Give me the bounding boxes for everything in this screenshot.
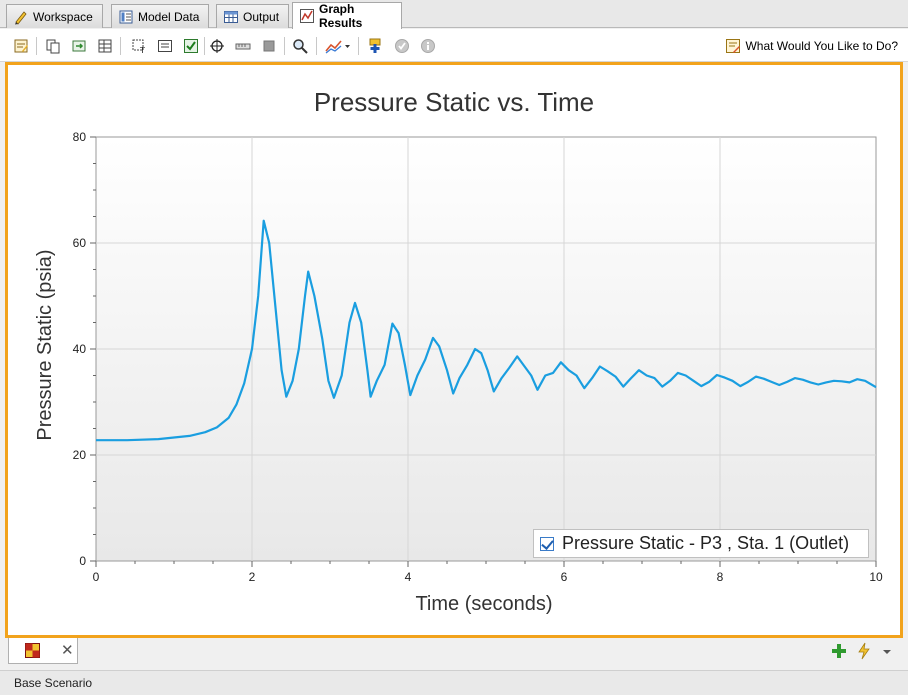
graph-frame: Pressure Static vs. Time Pressure Static… xyxy=(5,62,903,638)
crosshair-icon[interactable] xyxy=(208,37,226,55)
lightning-icon[interactable] xyxy=(856,642,872,660)
pencil-icon xyxy=(13,9,29,25)
tab-workspace[interactable]: Workspace xyxy=(6,4,103,28)
dropdown-arrow-icon[interactable] xyxy=(882,646,892,656)
pressure-chart[interactable]: Pressure Static vs. Time Pressure Static… xyxy=(8,65,900,635)
tab-label: Output xyxy=(243,9,280,24)
tab-label: Model Data xyxy=(138,9,200,24)
x-tick-label: 6 xyxy=(561,570,568,584)
stop-icon[interactable] xyxy=(260,37,278,55)
series-visibility-checkbox[interactable] xyxy=(540,536,554,551)
svg-text:T: T xyxy=(139,46,145,54)
y-tick-label: 80 xyxy=(73,130,87,144)
scenario-name: Base Scenario xyxy=(14,676,93,690)
legend-entry-label: Pressure Static - P3 , Sta. 1 (Outlet) xyxy=(562,533,850,553)
x-tick-label: 4 xyxy=(405,570,412,584)
graph-toolbar: T What Would You Like to Do? xyxy=(0,29,908,62)
graph-parameters-icon[interactable] xyxy=(12,37,30,55)
graph-scenario-tab[interactable]: ✕ xyxy=(8,638,78,664)
graph-thumbnail-icon xyxy=(25,643,40,658)
data-table-icon[interactable] xyxy=(96,37,114,55)
x-tick-label: 8 xyxy=(717,570,724,584)
y-axis-label: Pressure Static (psia) xyxy=(34,249,56,440)
verify-icon[interactable] xyxy=(393,37,411,55)
y-tick-label: 60 xyxy=(73,236,87,250)
chart-legend[interactable]: Pressure Static - P3 , Sta. 1 (Outlet) xyxy=(533,529,869,558)
toolbar-separator xyxy=(204,37,205,55)
tab-strip: Workspace Model Data Output Graph Result… xyxy=(0,0,908,30)
model-data-icon xyxy=(118,9,134,25)
scenario-tab-bar: ✕ xyxy=(0,638,908,670)
tab-label: Graph Results xyxy=(319,2,363,30)
close-icon[interactable]: ✕ xyxy=(61,642,74,659)
legend-icon[interactable] xyxy=(156,37,174,55)
export-icon[interactable] xyxy=(70,37,88,55)
x-tick-label: 10 xyxy=(869,570,883,584)
series-line-pressure-static xyxy=(96,219,877,442)
chart-title: Pressure Static vs. Time xyxy=(314,87,594,117)
what-would-you-like-button[interactable]: What Would You Like to Do? xyxy=(725,37,898,55)
y-tick-label: 20 xyxy=(73,448,87,462)
toolbar-separator xyxy=(120,37,121,55)
show-checkbox-icon[interactable] xyxy=(182,37,200,55)
x-tick-label: 2 xyxy=(249,570,256,584)
y-tick-label: 0 xyxy=(79,554,86,568)
help-label: What Would You Like to Do? xyxy=(745,39,898,53)
status-bar: Base Scenario xyxy=(0,670,908,695)
line-style-dropdown-icon[interactable] xyxy=(324,37,352,55)
ruler-icon[interactable] xyxy=(234,37,252,55)
toolbar-separator xyxy=(36,37,37,55)
graph-icon xyxy=(299,8,315,24)
toolbar-separator xyxy=(316,37,317,55)
output-table-icon xyxy=(223,9,239,25)
toolbar-separator xyxy=(358,37,359,55)
x-tick-label: 0 xyxy=(93,570,100,584)
add-tab-icon[interactable] xyxy=(831,643,847,659)
toolbar-separator xyxy=(284,37,285,55)
tab-graph-results[interactable]: Graph Results xyxy=(292,2,402,30)
add-graph-icon[interactable] xyxy=(366,37,384,55)
wizard-icon xyxy=(725,38,741,54)
x-axis-label: Time (seconds) xyxy=(415,593,552,615)
copy-icon[interactable] xyxy=(44,37,62,55)
y-tick-label: 40 xyxy=(73,342,87,356)
zoom-box-icon[interactable]: T xyxy=(130,37,148,55)
tab-output[interactable]: Output xyxy=(216,4,289,28)
tab-label: Workspace xyxy=(33,9,93,24)
magnifier-icon[interactable] xyxy=(291,37,309,55)
info-icon[interactable] xyxy=(419,37,437,55)
tab-model-data[interactable]: Model Data xyxy=(111,4,209,28)
